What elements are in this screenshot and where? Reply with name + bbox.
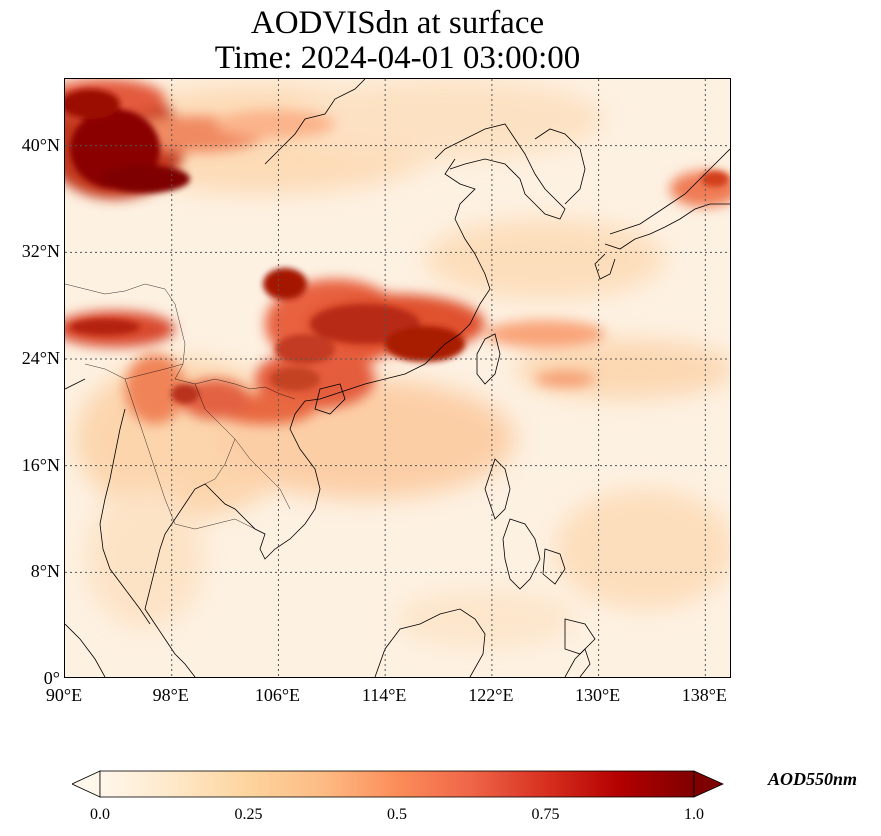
latitude-tick-label: 32°N	[21, 241, 60, 262]
latitude-tick-label: 16°N	[21, 454, 60, 475]
country-borders	[65, 283, 296, 530]
colorbar-tick-label: 1.0	[684, 806, 704, 823]
aod-field	[65, 79, 730, 649]
map-canvas	[65, 79, 730, 677]
colorbar	[71, 770, 724, 798]
latitude-tick-label: 8°N	[30, 561, 60, 582]
latitude-tick-label: 40°N	[21, 134, 60, 155]
longitude-tick-label: 106°E	[254, 685, 301, 705]
map-title: AODVISdn at surface	[250, 5, 545, 41]
colorbar-tick-label: 0.5	[387, 806, 407, 823]
colorbar-canvas	[71, 770, 724, 798]
latitude-tick-label: 0°	[43, 668, 60, 688]
graticule	[65, 79, 730, 677]
longitude-tick-label: 114°E	[361, 685, 407, 705]
longitude-tick-label: 90°E	[45, 685, 83, 705]
longitude-tick-label: 122°E	[468, 685, 514, 705]
colorbar-gradient	[99, 770, 695, 798]
colorbar-tick-label: 0.75	[531, 806, 560, 823]
colorbar-tick-label: 0.25	[234, 806, 263, 823]
colorbar-max-extension	[693, 770, 724, 798]
longitude-tick-label: 98°E	[152, 685, 189, 705]
colorbar-label: AOD550nm	[768, 769, 858, 789]
longitude-tick-label: 138°E	[681, 685, 727, 705]
aod-map	[64, 78, 731, 678]
map-time-subtitle: Time: 2024-04-01 03:00:00	[214, 40, 581, 76]
latitude-tick-label: 24°N	[21, 348, 60, 368]
colorbar-tick-label: 0.0	[90, 806, 110, 823]
longitude-tick-label: 130°E	[574, 685, 621, 705]
colorbar-min-extension	[71, 770, 101, 798]
